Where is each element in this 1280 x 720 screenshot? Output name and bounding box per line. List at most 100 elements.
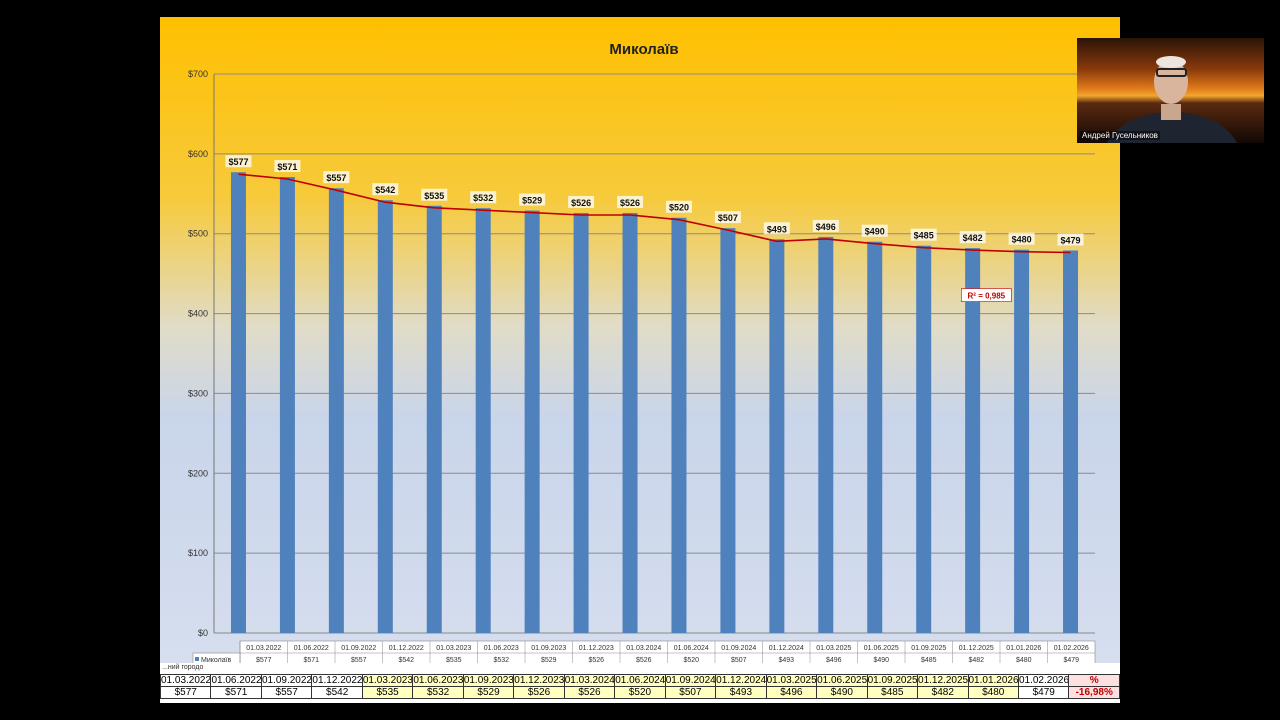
data-label: $577 [228,157,248,167]
r-squared-box [961,288,1012,302]
summary-date-cell: 01.12.2023 [513,674,565,687]
x-tick-label: 01.12.2023 [579,645,614,652]
data-label-bg [812,219,839,232]
data-table-value: $526 [588,657,604,663]
x-tick-label: 01.12.2025 [959,645,994,652]
y-tick-label: $600 [188,149,208,159]
y-tick-label: $100 [188,548,208,558]
bar [230,172,246,633]
data-label-bg [910,228,937,241]
x-tick-label: 01.06.2023 [484,645,519,652]
summary-value-cell: $571 [210,686,262,699]
legend-key-label: Миколаїв [201,657,232,663]
data-label-bg [617,195,644,208]
data-label-bg [274,160,301,173]
x-tick-label: 01.09.2023 [531,645,566,652]
summary-value-cell: $526 [513,686,565,699]
bar [1063,250,1079,633]
y-tick-label: $700 [188,69,208,79]
summary-value-cell: $532 [412,686,464,699]
summary-value-cell: $577 [160,686,212,699]
bar [965,248,981,634]
data-label: $526 [571,198,591,208]
data-table-value: $535 [446,657,462,663]
data-label-bg [323,171,350,184]
data-table-value: $577 [256,657,272,663]
bar [769,239,785,633]
x-tick-label: 01.02.2026 [1054,645,1089,652]
data-label: $542 [375,185,395,195]
summary-date-cell: 01.03.2025 [765,674,818,687]
data-label-bg [861,224,888,237]
summary-value-cell: $535 [361,686,414,699]
x-tick-label: 01.06.2022 [294,645,329,652]
x-tick-label: 01.06.2025 [864,645,899,652]
x-tick-label: 01.09.2022 [341,645,376,652]
summary-table: 01.03.2022 01.06.2022 01.09.2022 01.12.2022… [160,674,1120,699]
bar [524,210,540,633]
webcam-person [1107,56,1237,143]
bar [671,217,687,633]
summary-value-cell: $557 [260,686,313,699]
bar [1014,249,1030,633]
webcam-video: Андрей Гусельников [1077,38,1264,143]
x-tick-label: 01.03.2024 [626,645,661,652]
legend-key-swatch [195,657,199,661]
bar [622,212,638,634]
data-table-value: $557 [351,657,367,663]
summary-date-cell: 01.01.2026 [967,674,1019,687]
summary-date-cell: 01.09.2022 [260,674,313,687]
data-table-value: $532 [493,657,509,663]
summary-pct-header: % [1068,674,1120,687]
chart-title: Миколаїв [609,41,678,58]
summary-value-cell: $485 [866,686,919,699]
x-tick-label: 01.12.2024 [769,645,804,652]
data-label: $482 [963,233,983,243]
summary-pct-value: -16,98% [1068,686,1120,699]
data-label-bg [372,183,399,196]
summary-value-cell: $542 [311,686,363,699]
data-table-value: $507 [731,657,747,663]
data-label: $496 [816,222,836,232]
data-label: $485 [914,231,934,241]
summary-date-cell: 01.12.2022 [311,674,363,687]
data-label: $493 [767,224,787,234]
data-label-bg [568,195,595,208]
bar [818,236,834,633]
y-tick-label: $200 [188,468,208,478]
chart-background [160,17,1120,663]
data-table-value: $526 [636,657,652,663]
r-squared-label: R² = 0,985 [968,292,1006,301]
summary-date-cell: 01.06.2024 [614,674,666,687]
x-tick-label: 01.03.2023 [436,645,471,652]
summary-date-cell: 01.06.2022 [210,674,262,687]
summary-value-cell: $493 [715,686,767,699]
data-label-bg [421,188,448,201]
x-tick-label: 01.09.2025 [911,645,946,652]
data-label: $479 [1061,235,1081,245]
data-label: $532 [473,193,493,203]
data-table-value: $482 [968,657,984,663]
data-table-value: $520 [683,657,699,663]
y-tick-label: $300 [188,388,208,398]
data-label: $520 [669,203,689,213]
presentation-slide: Миколаїв $0 $100 $200 $300 $400 $500 $600 $700 $5… [160,17,1120,703]
data-table-value: $479 [1063,657,1079,663]
data-label-bg [470,191,497,204]
summary-date-cell: 01.09.2023 [462,674,515,687]
data-label-bg [1008,232,1035,245]
trendline [238,173,1071,254]
data-table-value: $485 [921,657,937,663]
data-label-bg [763,222,790,235]
data-label: $529 [522,196,542,206]
summary-date-cell: 01.06.2023 [412,674,464,687]
summary-value-cell: $496 [765,686,818,699]
summary-value-cell: $479 [1017,686,1070,699]
summary-value-cell: $520 [614,686,666,699]
y-tick-label: $500 [188,229,208,239]
summary-date-cell: 01.03.2023 [361,674,414,687]
summary-value-cell: $480 [967,686,1019,699]
summary-date-cell: 01.09.2025 [866,674,919,687]
bar-chart: Миколаїв $0 $100 $200 $300 $400 $500 $600 $700 $5… [188,41,1096,663]
summary-date-cell: 01.12.2025 [917,674,969,687]
